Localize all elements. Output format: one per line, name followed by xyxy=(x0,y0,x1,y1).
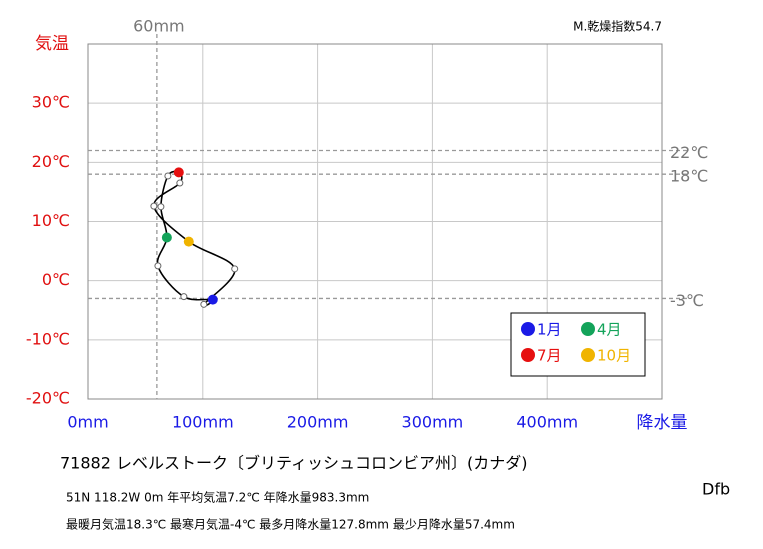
legend-box xyxy=(510,312,646,377)
month-point xyxy=(183,236,194,247)
y-tick-label: 20℃ xyxy=(32,152,70,171)
x-tick-label: 300mm xyxy=(402,413,464,432)
month-point xyxy=(231,265,239,273)
info-line: 51N 118.2W 0m 年平均気温7.2℃ 年降水量983.3mm xyxy=(66,490,369,505)
month-point xyxy=(150,202,158,210)
month-point xyxy=(164,172,172,180)
x-axis-label: 降水量 xyxy=(637,413,688,433)
y-tick-label: -10℃ xyxy=(26,329,70,348)
x-tick-label: 0mm xyxy=(67,413,108,432)
x-tick-label: 400mm xyxy=(516,413,578,432)
corner-note: M.乾燥指数54.7 xyxy=(573,19,662,34)
reference-label: -3℃ xyxy=(670,291,704,310)
reference-label: 22℃ xyxy=(670,143,708,162)
reference-label: 18℃ xyxy=(670,167,708,186)
month-point xyxy=(173,167,184,178)
y-tick-label: -20℃ xyxy=(26,389,70,408)
legend-swatch xyxy=(521,348,535,362)
y-tick-label: 30℃ xyxy=(32,93,70,112)
legend-swatch xyxy=(581,322,595,336)
legend-swatch xyxy=(521,322,535,336)
legend-label: 10月 xyxy=(597,347,631,365)
plot-border xyxy=(87,43,663,400)
x-tick-label: 100mm xyxy=(172,413,234,432)
legend-label: 7月 xyxy=(537,347,562,365)
month-point xyxy=(161,232,172,243)
y-tick-label: 10℃ xyxy=(32,211,70,230)
legend-label: 1月 xyxy=(537,321,562,339)
month-point xyxy=(154,262,162,270)
month-point xyxy=(176,179,184,187)
station: 71882 レベルストーク〔ブリティッシュコロンビア州〕(カナダ) xyxy=(60,454,528,473)
reference-label: 60mm xyxy=(133,17,185,36)
x-tick-label: 200mm xyxy=(287,413,349,432)
y-axis-label: 気温 xyxy=(35,34,69,54)
month-point xyxy=(200,300,208,308)
month-point xyxy=(157,203,165,211)
y-tick-label: 0℃ xyxy=(42,270,70,289)
legend-label: 4月 xyxy=(597,321,622,339)
month-point xyxy=(207,294,218,305)
legend-swatch xyxy=(581,348,595,362)
month-point xyxy=(180,293,188,301)
climate-class: Dfb xyxy=(702,480,730,499)
info-line: 最暖月気温18.3℃ 最寒月気温-4℃ 最多月降水量127.8mm 最少月降水量… xyxy=(66,517,515,532)
